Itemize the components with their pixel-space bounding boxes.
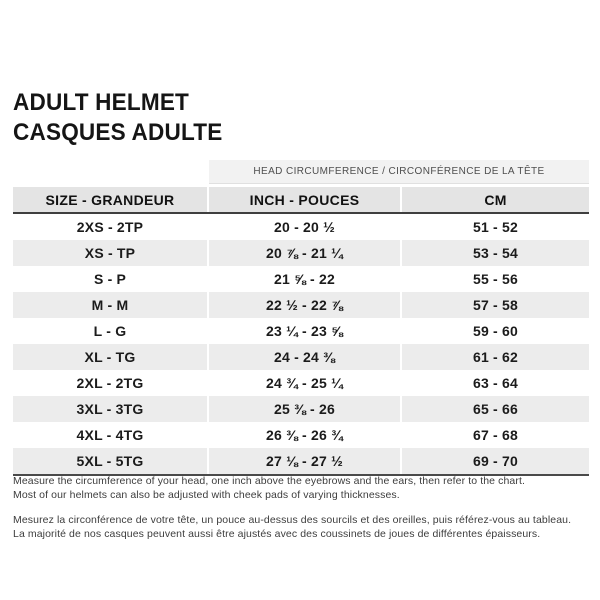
table-row: 2XS - 2TP 20 - 20 ½ 51 - 52 [13,214,589,240]
cm-cell: 69 - 70 [402,448,589,474]
size-cell: 2XL - 2TG [13,370,207,396]
page-title-en: ADULT HELMET [13,89,190,116]
table-row: S - P 21 ⅝ - 22 55 - 56 [13,266,589,292]
size-cell: 5XL - 5TG [13,448,207,474]
table-row: XS - TP 20 ⅞ - 21 ¼ 53 - 54 [13,240,589,266]
size-cell: 2XS - 2TP [13,214,207,240]
column-header-size: SIZE - GRANDEUR [13,187,207,212]
size-cell: M - M [13,292,207,318]
head-circumference-header: HEAD CIRCUMFERENCE / CIRCONFÉRENCE DE LA… [209,160,589,184]
size-cell: S - P [13,266,207,292]
page-title-fr: CASQUES ADULTE [13,119,223,146]
column-header-row: SIZE - GRANDEUR INCH - POUCES CM [13,187,589,214]
cm-cell: 65 - 66 [402,396,589,422]
table-row: 3XL - 3TG 25 ⅜ - 26 65 - 66 [13,396,589,422]
instructions-fr-line1: Mesurez la circonférence de votre tête, … [13,514,572,526]
instructions-fr: Mesurez la circonférence de votre tête, … [13,514,591,541]
table-row: 2XL - 2TG 24 ¾ - 25 ¼ 63 - 64 [13,370,589,396]
size-cell: 4XL - 4TG [13,422,207,448]
cm-cell: 51 - 52 [402,214,589,240]
inch-cell: 24 - 24 ⅜ [209,344,400,370]
table-row: XL - TG 24 - 24 ⅜ 61 - 62 [13,344,589,370]
table-row: 4XL - 4TG 26 ⅜ - 26 ¾ 67 - 68 [13,422,589,448]
size-cell: XL - TG [13,344,207,370]
band-spacer [13,160,207,184]
instructions-fr-line2: La majorité de nos casques peuvent aussi… [13,527,541,540]
inch-cell: 26 ⅜ - 26 ¾ [209,422,400,448]
inch-cell: 27 ⅛ - 27 ½ [209,448,400,474]
cm-cell: 53 - 54 [402,240,589,266]
inch-cell: 24 ¾ - 25 ¼ [209,370,400,396]
size-cell: XS - TP [13,240,207,266]
table-row: 5XL - 5TG 27 ⅛ - 27 ½ 69 - 70 [13,448,589,474]
column-header-cm: CM [402,187,589,212]
cm-cell: 59 - 60 [402,318,589,344]
page-title: ADULT HELMET CASQUES ADULTE [13,88,222,148]
instructions-en: Measure the circumference of your head, … [13,475,591,502]
inch-cell: 21 ⅝ - 22 [209,266,400,292]
instructions-footer: Measure the circumference of your head, … [13,475,591,541]
size-chart-table: HEAD CIRCUMFERENCE / CIRCONFÉRENCE DE LA… [13,160,589,476]
size-table-body: 2XS - 2TP 20 - 20 ½ 51 - 52 XS - TP 20 ⅞… [13,214,589,476]
cm-cell: 57 - 58 [402,292,589,318]
table-row: M - M 22 ½ - 22 ⅞ 57 - 58 [13,292,589,318]
inch-cell: 20 ⅞ - 21 ¼ [209,240,400,266]
column-header-inch: INCH - POUCES [209,187,400,212]
inch-cell: 22 ½ - 22 ⅞ [209,292,400,318]
inch-cell: 25 ⅜ - 26 [209,396,400,422]
instructions-en-line2: Most of our helmets can also be adjusted… [13,488,400,501]
inch-cell: 20 - 20 ½ [209,214,400,240]
size-cell: 3XL - 3TG [13,396,207,422]
cm-cell: 67 - 68 [402,422,589,448]
instructions-en-line1: Measure the circumference of your head, … [13,475,525,487]
head-circumference-band-row: HEAD CIRCUMFERENCE / CIRCONFÉRENCE DE LA… [13,160,589,184]
cm-cell: 61 - 62 [402,344,589,370]
table-row: L - G 23 ¼ - 23 ⅝ 59 - 60 [13,318,589,344]
cm-cell: 63 - 64 [402,370,589,396]
inch-cell: 23 ¼ - 23 ⅝ [209,318,400,344]
cm-cell: 55 - 56 [402,266,589,292]
size-cell: L - G [13,318,207,344]
